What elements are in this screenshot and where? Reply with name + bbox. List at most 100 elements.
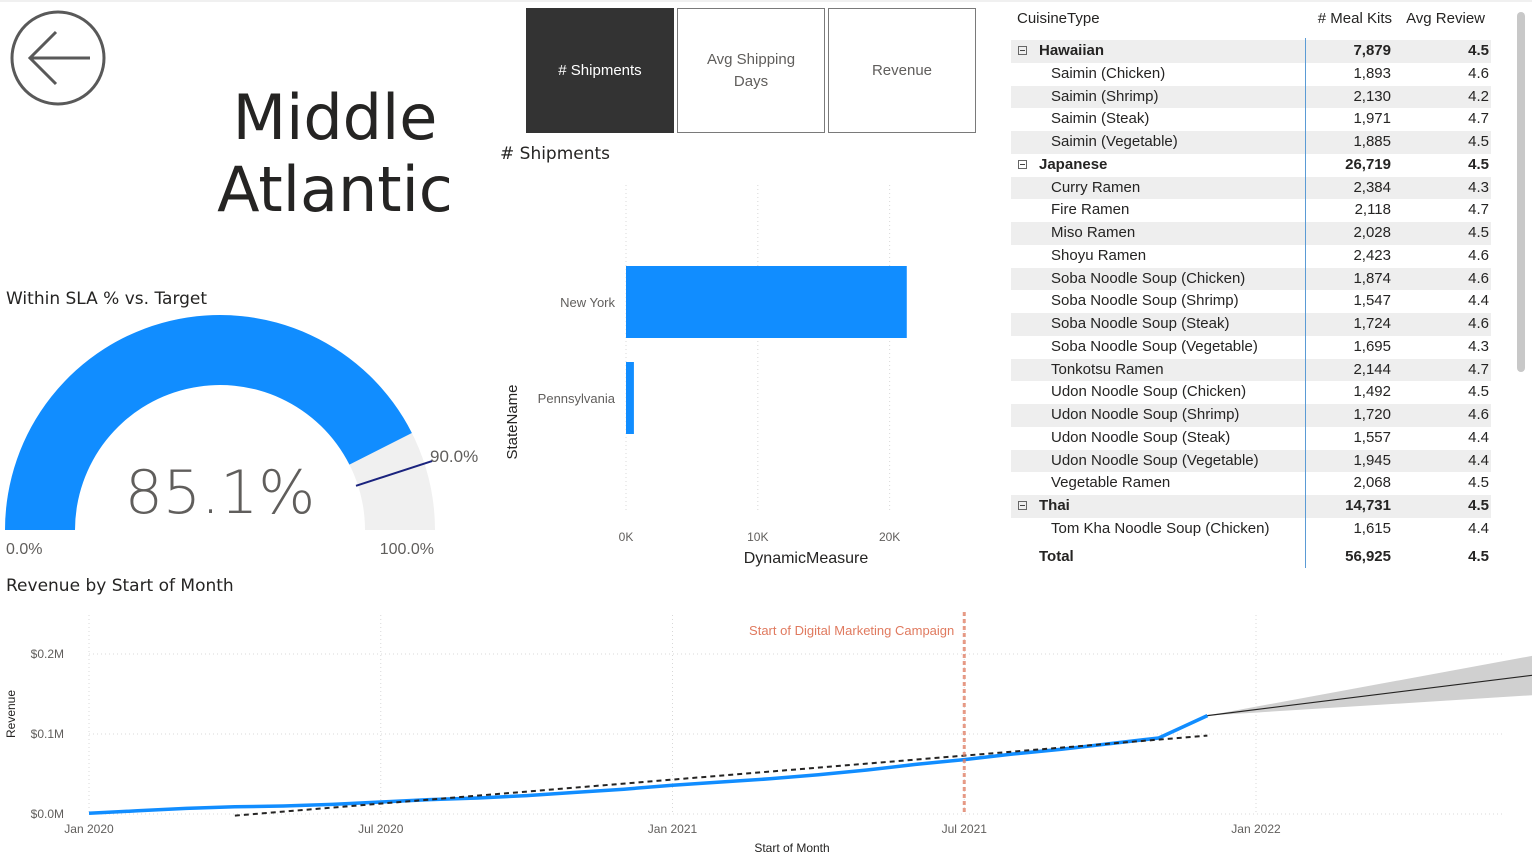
bar-category-label: New York [560, 295, 615, 310]
table-row[interactable]: Saimin (Steak) 1,971 4.7 [1011, 108, 1491, 131]
collapse-icon[interactable] [1018, 159, 1027, 169]
line-x-tick-label: Jan 2022 [1231, 822, 1281, 836]
table-row[interactable]: Soba Noodle Soup (Vegetable) 1,695 4.3 [1011, 336, 1491, 359]
avg-review-value: 4.2 [1468, 87, 1489, 105]
avg-shipping-days-measure-label: Avg Shipping Days [706, 50, 796, 90]
avg-review-value: 4.6 [1468, 269, 1489, 287]
table-group-row[interactable]: Japanese 26,719 4.5 [1011, 154, 1491, 177]
trend-series-line[interactable] [234, 734, 1208, 817]
cuisine-name: Tonkotsu Ramen [1051, 360, 1164, 378]
table-row[interactable]: Udon Noodle Soup (Chicken) 1,492 4.5 [1011, 381, 1491, 404]
gauge-max-label: 100.0% [380, 541, 434, 558]
shipments-bar-chart[interactable]: New York Pennsylvania 0K 10K 20K DynamicMea… [500, 170, 960, 570]
meal-kits-value: 2,028 [1353, 224, 1391, 241]
line-y-axis-title: Revenue [4, 690, 18, 738]
top-divider [0, 0, 1532, 2]
region-title-line2: Atlantic [217, 153, 453, 226]
meal-kits-value: 2,144 [1353, 360, 1391, 378]
meal-kits-value: 1,893 [1353, 64, 1391, 82]
bar-x-axis-title: DynamicMeasure [744, 550, 869, 567]
line-y-tick-label: $0.2M [31, 647, 64, 661]
avg-review-value: 4.4 [1468, 292, 1489, 310]
meal-kits-value: 2,423 [1353, 246, 1391, 264]
avg-shipping-days-measure-button[interactable]: Avg Shipping Days [677, 8, 825, 133]
table-row[interactable]: Soba Noodle Soup (Steak) 1,724 4.6 [1011, 313, 1491, 336]
table-row[interactable]: Soba Noodle Soup (Chicken) 1,874 4.6 [1011, 267, 1491, 291]
meal-kits-value: 14,731 [1345, 497, 1391, 514]
table-row[interactable]: Vegetable Ramen 2,068 4.5 [1011, 472, 1491, 495]
avg-review-value: 4.3 [1468, 337, 1489, 355]
cuisine-name: Japanese [1039, 155, 1108, 173]
gauge-title: Within SLA % vs. Target [6, 289, 208, 309]
revenue-measure-button[interactable]: Revenue [828, 8, 976, 133]
table-scrollbar[interactable] [1517, 12, 1525, 372]
cuisine-name: Hawaiian [1039, 42, 1105, 59]
avg-review-value: 4.5 [1468, 133, 1489, 150]
cuisine-name: Saimin (Chicken) [1051, 64, 1166, 82]
sla-gauge[interactable]: 85.1% 90.0% 0.0% 100.0% [0, 300, 500, 570]
bar-new-york[interactable] [626, 266, 907, 338]
meal-kits-value: 1,971 [1353, 110, 1391, 128]
line-chart-title: Revenue by Start of Month [6, 576, 234, 596]
table-row[interactable]: Saimin (Vegetable) 1,885 4.5 [1011, 131, 1491, 154]
gauge-target-label: 90.0% [430, 447, 478, 466]
table-row[interactable]: Saimin (Chicken) 1,893 4.6 [1011, 63, 1491, 86]
cuisine-name: Udon Noodle Soup (Vegetable) [1051, 451, 1259, 469]
total-avg-review: 4.5 [1468, 548, 1489, 565]
revenue-series-line[interactable] [88, 714, 1209, 815]
line-y-tick-label: $0.1M [31, 727, 64, 741]
avg-review-value: 4.3 [1468, 178, 1489, 196]
table-row[interactable]: Udon Noodle Soup (Steak) 1,557 4.4 [1011, 427, 1491, 450]
table-body: Hawaiian 7,879 4.5 Saimin (Chicken) 1,893 4.6… [1011, 40, 1491, 541]
header-cuisine-type[interactable]: CuisineType [1017, 10, 1100, 27]
cuisine-name: Udon Noodle Soup (Steak) [1051, 428, 1231, 446]
table-header: CuisineType # Meal Kits Avg Review [1011, 6, 1491, 34]
table-row[interactable]: Udon Noodle Soup (Vegetable) 1,945 4.4 [1011, 449, 1491, 473]
collapse-icon[interactable] [1018, 46, 1027, 55]
shipments-measure-button[interactable]: # Shipments [526, 8, 674, 133]
table-group-row[interactable]: Hawaiian 7,879 4.5 [1011, 40, 1491, 63]
table-row[interactable]: Fire Ramen 2,118 4.7 [1011, 199, 1491, 222]
forecast-confidence-band [1207, 655, 1532, 716]
revenue-measure-label: Revenue [871, 61, 933, 79]
cuisine-name: Thai [1039, 497, 1070, 514]
table-row[interactable]: Curry Ramen 2,384 4.3 [1011, 176, 1491, 200]
table-row[interactable]: Shoyu Ramen 2,423 4.6 [1011, 245, 1491, 268]
avg-review-value: 4.7 [1468, 201, 1489, 219]
avg-review-value: 4.7 [1468, 110, 1489, 128]
forecast-series-line[interactable] [1207, 649, 1532, 717]
table-row[interactable]: Udon Noodle Soup (Shrimp) 1,720 4.6 [1011, 404, 1491, 427]
cuisine-name: Curry Ramen [1051, 178, 1141, 196]
cuisine-name: Miso Ramen [1051, 224, 1136, 241]
bar-pennsylvania[interactable] [626, 362, 634, 434]
gauge-min-label: 0.0% [6, 541, 42, 558]
back-arrow-icon [10, 10, 106, 106]
line-x-tick-label: Jul 2021 [942, 822, 988, 836]
header-meal-kits[interactable]: # Meal Kits [1317, 10, 1392, 27]
line-x-axis-title: Start of Month [754, 841, 829, 855]
avg-review-value: 4.5 [1468, 474, 1489, 492]
header-avg-review[interactable]: Avg Review [1406, 10, 1485, 27]
region-title-line1: Middle [232, 81, 438, 154]
bar-chart-title: # Shipments [500, 144, 611, 164]
table-row[interactable]: Soba Noodle Soup (Shrimp) 1,547 4.4 [1011, 290, 1491, 313]
table-group-row[interactable]: Thai 14,731 4.5 [1011, 495, 1491, 518]
table-row[interactable]: Miso Ramen 2,028 4.5 [1011, 222, 1491, 245]
table-row[interactable]: Tonkotsu Ramen 2,144 4.7 [1011, 358, 1491, 382]
meal-kits-value: 7,879 [1353, 42, 1391, 59]
table-row[interactable]: Saimin (Shrimp) 2,130 4.2 [1011, 85, 1491, 109]
revenue-line-chart[interactable]: Start of Digital Marketing Campaign $0.0… [0, 600, 1532, 861]
meal-kits-value: 2,068 [1353, 474, 1391, 492]
meal-kits-value: 1,885 [1353, 133, 1391, 150]
meal-kits-value: 2,384 [1353, 178, 1391, 196]
avg-review-value: 4.4 [1468, 519, 1489, 537]
collapse-icon[interactable] [1018, 501, 1027, 510]
cuisine-name: Saimin (Steak) [1051, 110, 1150, 128]
table-total-row: Total 56,925 4.5 [1011, 546, 1491, 570]
campaign-annotation-label: Start of Digital Marketing Campaign [749, 623, 954, 638]
avg-review-value: 4.5 [1468, 224, 1489, 241]
line-y-tick-label: $0.0M [31, 807, 64, 821]
back-button[interactable] [10, 10, 106, 106]
shipments-measure-label: # Shipments [558, 61, 642, 79]
table-row[interactable]: Tom Kha Noodle Soup (Chicken) 1,615 4.4 [1011, 518, 1491, 541]
